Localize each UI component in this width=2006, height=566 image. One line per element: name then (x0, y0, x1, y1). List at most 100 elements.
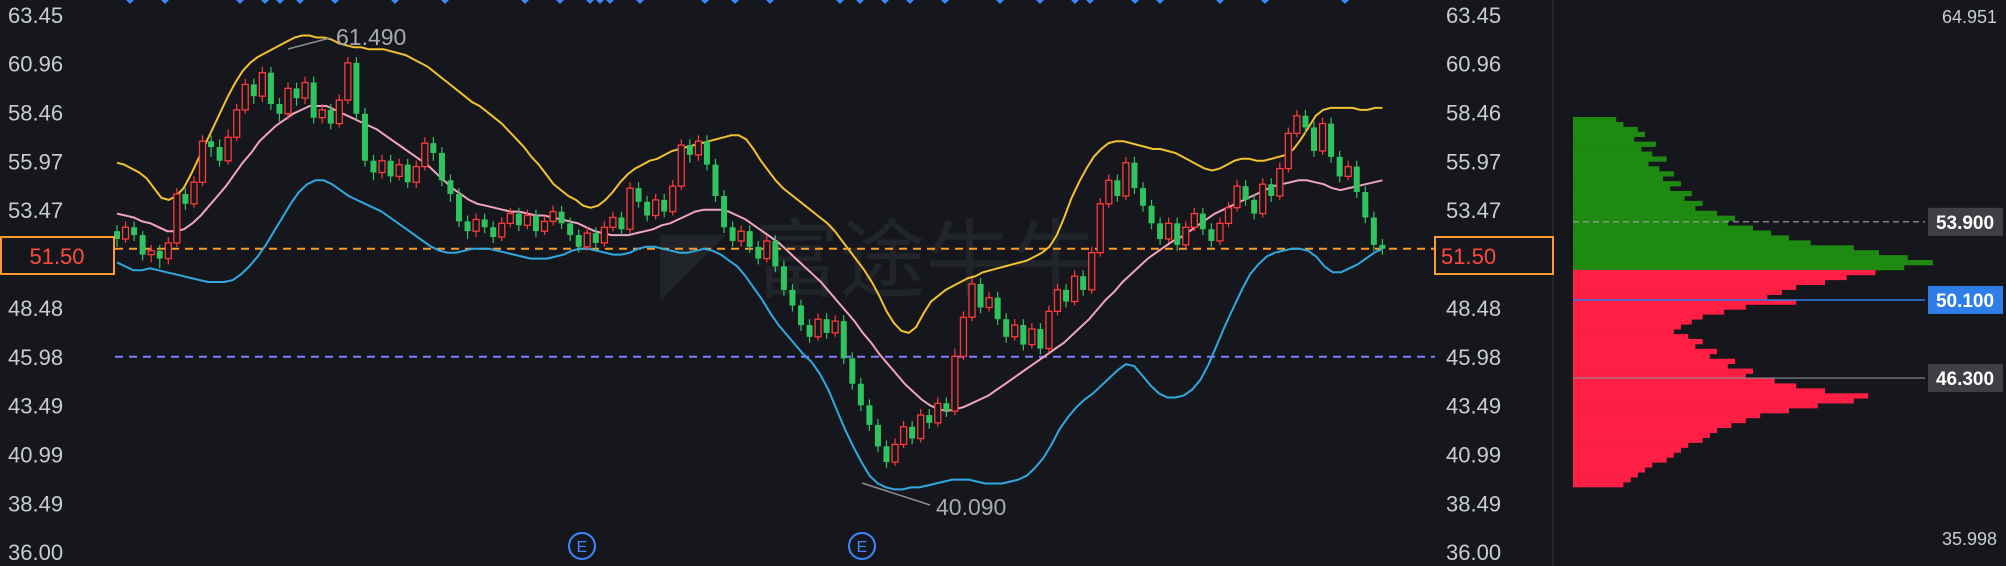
candle[interactable] (515, 207, 522, 232)
candle[interactable] (849, 352, 856, 390)
candle[interactable] (1379, 238, 1386, 255)
candle[interactable] (806, 319, 813, 343)
candle[interactable] (899, 420, 908, 449)
earnings-marker-1[interactable]: E (568, 532, 596, 560)
candle[interactable] (694, 135, 703, 161)
candle[interactable] (1242, 180, 1249, 206)
candle[interactable] (883, 440, 890, 468)
candle[interactable] (216, 139, 223, 167)
candle[interactable] (583, 227, 591, 251)
candle[interactable] (1122, 156, 1130, 200)
candle[interactable] (1053, 283, 1062, 316)
candle[interactable] (789, 283, 796, 312)
candle[interactable] (472, 213, 480, 238)
candle[interactable] (1028, 323, 1036, 349)
candle[interactable] (763, 235, 771, 263)
candle[interactable] (310, 76, 317, 124)
candle[interactable] (156, 244, 163, 269)
candle[interactable] (943, 397, 950, 418)
candle[interactable] (540, 215, 549, 236)
candle[interactable] (1011, 319, 1019, 341)
candle[interactable] (1088, 246, 1096, 294)
candle[interactable] (114, 225, 120, 247)
candle[interactable] (1284, 127, 1292, 173)
candle[interactable] (430, 137, 437, 161)
candle[interactable] (798, 299, 804, 331)
volume-profile-panel[interactable] (1573, 117, 1933, 488)
candle[interactable] (1003, 313, 1010, 343)
candle[interactable] (276, 98, 283, 122)
candle[interactable] (1251, 194, 1258, 220)
candle[interactable] (1140, 182, 1146, 212)
candle[interactable] (985, 291, 993, 312)
candle[interactable] (490, 221, 497, 243)
candle[interactable] (1328, 117, 1335, 163)
candle[interactable] (1344, 160, 1352, 181)
candle[interactable] (1199, 207, 1206, 236)
candle[interactable] (447, 174, 454, 202)
candle[interactable] (353, 57, 360, 120)
candle[interactable] (1165, 217, 1173, 243)
candle[interactable] (1080, 270, 1087, 296)
candle[interactable] (840, 315, 847, 365)
candle[interactable] (208, 135, 215, 157)
candle[interactable] (686, 139, 693, 163)
candle[interactable] (977, 278, 984, 314)
candle[interactable] (412, 160, 420, 189)
candle[interactable] (600, 221, 608, 247)
candle[interactable] (1216, 217, 1224, 245)
candle[interactable] (755, 240, 762, 265)
candle[interactable] (866, 399, 873, 431)
candle[interactable] (703, 135, 710, 171)
candle[interactable] (1208, 223, 1215, 247)
candle[interactable] (677, 139, 685, 191)
candle[interactable] (968, 278, 976, 322)
candle[interactable] (1174, 217, 1181, 251)
candle[interactable] (558, 205, 565, 230)
candle[interactable] (498, 217, 506, 241)
candle[interactable] (1190, 207, 1198, 232)
candle[interactable] (618, 211, 625, 236)
candle[interactable] (532, 209, 539, 238)
candle[interactable] (917, 409, 925, 443)
candle[interactable] (370, 154, 377, 181)
candle[interactable] (335, 94, 343, 128)
candle[interactable] (1148, 199, 1155, 230)
candle[interactable] (267, 66, 274, 110)
candle[interactable] (506, 207, 514, 228)
candle[interactable] (874, 418, 881, 453)
candle[interactable] (549, 205, 557, 226)
candle[interactable] (1105, 174, 1113, 208)
candle[interactable] (1362, 186, 1369, 224)
candle[interactable] (1311, 121, 1317, 157)
candle[interactable] (669, 180, 677, 216)
candle[interactable] (1353, 160, 1360, 198)
candle[interactable] (1045, 305, 1053, 353)
candle[interactable] (464, 215, 471, 239)
candle[interactable] (1157, 217, 1164, 245)
candle[interactable] (147, 244, 155, 263)
candlestick-series[interactable] (114, 57, 1386, 468)
candle[interactable] (131, 221, 138, 241)
candle[interactable] (1336, 150, 1343, 183)
earnings-marker-2[interactable]: E (848, 532, 876, 560)
candle[interactable] (361, 107, 368, 167)
candle[interactable] (780, 260, 787, 296)
candle[interactable] (661, 194, 668, 218)
candle[interactable] (284, 82, 292, 120)
candle[interactable] (1096, 197, 1104, 257)
candle[interactable] (241, 78, 249, 114)
candle[interactable] (926, 409, 933, 429)
candle[interactable] (626, 182, 634, 234)
candle[interactable] (729, 221, 736, 247)
candle[interactable] (421, 137, 429, 171)
candle[interactable] (635, 182, 642, 208)
candle[interactable] (1063, 283, 1070, 308)
candle[interactable] (318, 104, 326, 124)
candle[interactable] (139, 231, 146, 261)
candle[interactable] (481, 213, 488, 234)
candle[interactable] (823, 313, 830, 339)
candle[interactable] (1020, 319, 1027, 351)
candle[interactable] (438, 147, 445, 187)
